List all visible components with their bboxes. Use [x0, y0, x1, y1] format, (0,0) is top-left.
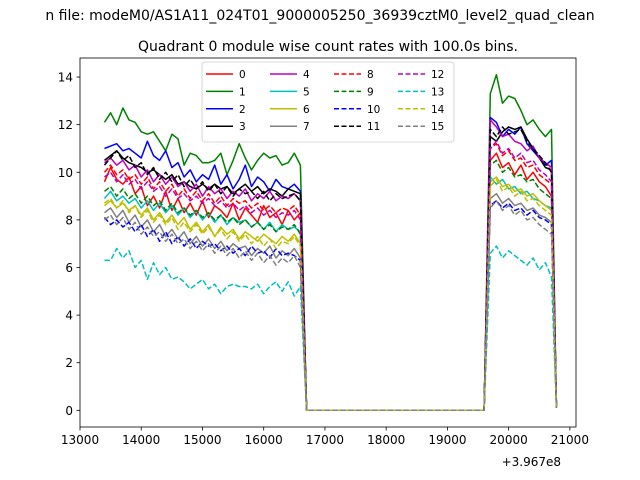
series-line-13: [104, 245, 558, 412]
legend-label: 7: [303, 121, 310, 133]
series-line-8: [103, 142, 558, 412]
y-tick-label: 0: [65, 404, 73, 418]
y-tick-label: 2: [65, 356, 73, 370]
legend-label: 15: [431, 121, 444, 133]
legend-label: 0: [239, 69, 246, 81]
legend-label: 3: [239, 121, 246, 133]
series-line-1: [103, 73, 558, 412]
legend-label: 5: [303, 86, 310, 98]
x-tick-label: 21000: [551, 433, 589, 447]
series-line-9: [104, 159, 558, 412]
legend-label: 1: [239, 86, 246, 98]
legend-label: 13: [431, 86, 444, 98]
legend-label: 9: [367, 86, 374, 98]
legend-box: [201, 61, 455, 143]
y-tick-label: 4: [65, 309, 73, 323]
series-line-2: [104, 116, 558, 412]
y-tick-label: 12: [58, 118, 73, 132]
chart-title: Quadrant 0 module wise count rates with …: [138, 39, 518, 55]
series-line-10: [103, 200, 558, 412]
x-tick-label: 18000: [367, 433, 405, 447]
x-tick-label: 15000: [183, 433, 221, 447]
x-tick-label: 19000: [428, 433, 466, 447]
y-axis: 0 2 4 6 8 10 12 14: [58, 71, 80, 418]
y-tick-label: 6: [65, 261, 73, 275]
legend-label: 6: [303, 104, 310, 116]
legend-label: 2: [239, 104, 246, 116]
series-line-0: [103, 152, 558, 412]
x-tick-label: 14000: [122, 433, 160, 447]
series-line-3: [104, 126, 558, 412]
legend-label: 12: [431, 69, 444, 81]
y-tick-label: 10: [58, 166, 73, 180]
y-tick-label: 8: [65, 213, 73, 227]
x-tick-label: 13000: [61, 433, 99, 447]
legend-label: 10: [367, 104, 380, 116]
legend-label: 4: [303, 69, 310, 81]
legend-label: 11: [367, 121, 380, 133]
x-tick-label: 17000: [306, 433, 344, 447]
legend-label: 8: [367, 69, 374, 81]
legend-label: 14: [431, 104, 445, 116]
x-tick-label: 16000: [245, 433, 283, 447]
x-tick-label: 20000: [490, 433, 528, 447]
series-line-12: [104, 140, 558, 412]
series-line-4: [104, 119, 558, 412]
series-layer: [103, 73, 558, 412]
x-axis: 13000 14000 15000 16000 17000 18000 19000 20000…: [61, 427, 589, 447]
x-offset-label: +3.967e8: [502, 455, 561, 469]
series-line-11: [103, 126, 558, 412]
figure-suptitle: n file: modeM0/AS1A11_024T01_9000005250_…: [45, 8, 594, 24]
series-line-15: [104, 200, 558, 412]
axes-frame: [79, 57, 577, 428]
series-line-6: [104, 176, 558, 412]
y-tick-label: 14: [58, 71, 73, 85]
series-line-14: [104, 178, 558, 412]
